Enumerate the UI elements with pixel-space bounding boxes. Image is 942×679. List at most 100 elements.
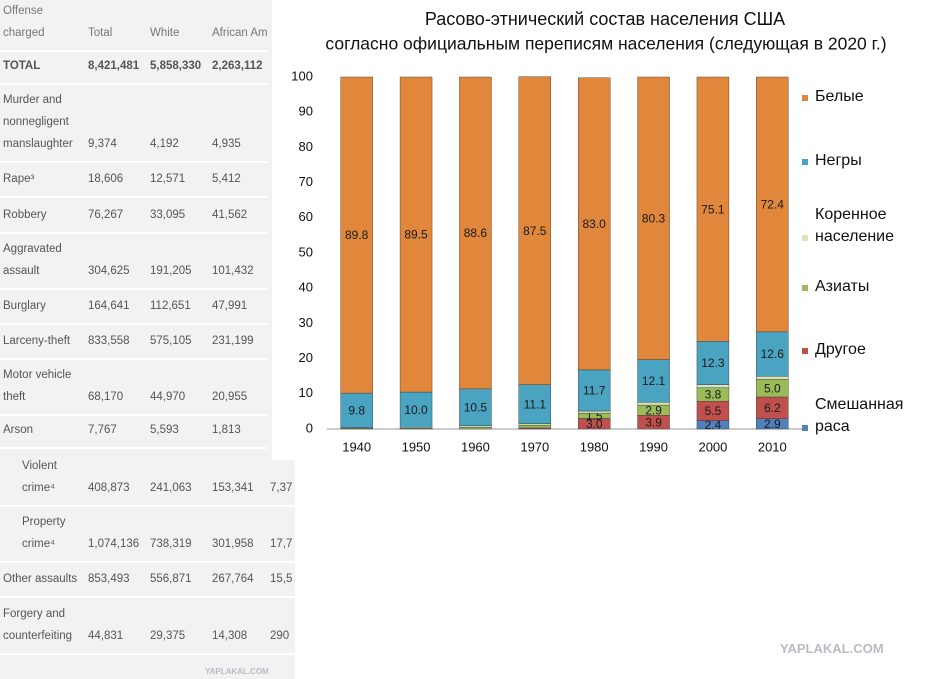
table-cell: 101,432 (209, 233, 267, 290)
legend-swatch (802, 159, 808, 165)
y-tick-label: 90 (299, 104, 313, 119)
x-tick-label: 1970 (520, 439, 549, 454)
table-cell: Violent crime⁴ (0, 448, 85, 507)
table-cell: 153,341 (209, 448, 267, 507)
data-label: 5.0 (764, 381, 781, 395)
table-cell: 47,991 (209, 289, 267, 325)
legend-label: Коренное население (815, 206, 895, 245)
table-cell: 4,935 (209, 84, 267, 163)
table-cell: Larceny-theft (0, 324, 85, 360)
table-row: Other assaults 853,493 556,871 267,764 15,5 (0, 562, 295, 598)
data-label: 3.8 (705, 388, 722, 402)
legend-swatch (802, 235, 808, 241)
legend-label: Азиаты (815, 278, 870, 295)
table-cell: 20,955 (209, 359, 267, 416)
table-cell: 833,558 (85, 324, 147, 360)
bar-segment (459, 388, 492, 427)
data-label: 2.4 (705, 418, 722, 432)
table-cell: 7,767 (85, 415, 147, 449)
table-cell: 4,192 (147, 84, 209, 163)
table-cell: 41,562 (209, 197, 267, 234)
table-cell: 8,421,481 (85, 51, 147, 85)
table-cell: 556,871 (147, 562, 209, 598)
table-cell: 29,375 (147, 597, 209, 655)
table-row: Forgery and counterfeiting 44,831 29,375 14… (0, 597, 295, 655)
table-cell: 191,205 (147, 233, 209, 290)
data-label: 2.9 (764, 417, 781, 431)
chart: Расово-этнический состав населения США с… (291, 9, 886, 455)
data-label: 87.5 (523, 224, 547, 238)
legend-label: Негры (815, 152, 862, 169)
data-label: 3.0 (586, 417, 603, 431)
table-cell: 68,170 (85, 359, 147, 416)
y-tick-label: 60 (299, 209, 313, 224)
data-label: 11.1 (524, 397, 547, 411)
legend-swatch (802, 95, 808, 101)
x-tick-label: 1950 (402, 439, 431, 454)
legend-label: Другое (815, 341, 866, 358)
chart-subtitle: согласно официальным переписям населения… (325, 34, 886, 54)
table-cell: 33,095 (147, 197, 209, 234)
table-cell: 290 (267, 597, 295, 655)
table-cell: White (147, 0, 209, 52)
table-cell: 738,319 (147, 506, 209, 563)
table-cell: Motor vehicle theft (0, 359, 85, 416)
data-label: 2.9 (645, 403, 662, 417)
data-label: 12.6 (761, 347, 785, 361)
legend-entry: Негры (802, 150, 937, 172)
data-label: 10.0 (404, 403, 428, 417)
data-label: 89.5 (404, 228, 428, 242)
table-cell: Forgery and counterfeiting (0, 597, 85, 655)
legend-entry: Коренное население (802, 204, 937, 248)
table-cell: 5,593 (147, 415, 209, 449)
x-tick-label: 1960 (461, 439, 490, 454)
table-cell: Murder and nonnegligent manslaughter (0, 84, 85, 163)
table-cell: 2,263,112 (209, 51, 267, 85)
data-label: 12.3 (701, 356, 725, 370)
table-row: Rape³ 18,606 12,571 5,412 (0, 162, 295, 198)
x-tick-label: 2010 (758, 439, 787, 454)
table-cell: 44,970 (147, 359, 209, 416)
table-cell: 12,571 (147, 162, 209, 198)
bar-segment (459, 425, 492, 428)
data-label: 72.4 (761, 198, 785, 212)
table-row: Property crime⁴ 1,074,136 738,319 301,958 17… (0, 506, 295, 563)
table-row: Motor vehicle theft 68,170 44,970 20,955 (0, 359, 295, 416)
bar-segment (696, 341, 730, 385)
table-cell: 575,105 (147, 324, 209, 360)
table-cell: 5,412 (209, 162, 267, 198)
bar-segment (459, 427, 492, 430)
y-tick-label: 100 (291, 68, 313, 83)
data-label: 10.5 (464, 401, 488, 415)
bar-segment (577, 369, 611, 412)
chart-title: Расово-этнический состав населения США (425, 9, 785, 29)
legend-entry: Смешанная раса (802, 394, 937, 438)
x-tick-label: 1990 (639, 439, 668, 454)
y-tick-label: 10 (299, 385, 313, 400)
table-row: Murder and nonnegligent manslaughter 9,37… (0, 84, 295, 163)
table-cell: 9,374 (85, 84, 147, 163)
bar-segment (577, 410, 611, 414)
table-cell: African American (209, 0, 267, 52)
table-cell: 15,5 (267, 562, 295, 598)
watermark: YAPLAKAL.COM (780, 641, 884, 656)
bar-segment (637, 76, 670, 360)
table-row: Aggravated assault 304,625 191,205 101,432 (0, 233, 295, 290)
table-cell: 241,063 (147, 448, 209, 507)
x-tick-label: 2000 (698, 439, 727, 454)
table-row: Burglary 164,641 112,651 47,991 (0, 289, 295, 325)
table-cell: 17,7 (267, 506, 295, 563)
y-tick-label: 20 (299, 350, 313, 365)
table-cell: 5,858,330 (147, 51, 209, 85)
bar-segment (577, 77, 611, 371)
table-cell: Property crime⁴ (0, 506, 85, 563)
legend-label: Смешанная раса (815, 396, 904, 435)
data-label: 75.1 (701, 202, 725, 216)
data-label: 11.7 (583, 384, 606, 398)
bar-segment (696, 384, 730, 389)
bar-segment (399, 391, 433, 428)
table-cell: 231,199 (209, 324, 267, 360)
